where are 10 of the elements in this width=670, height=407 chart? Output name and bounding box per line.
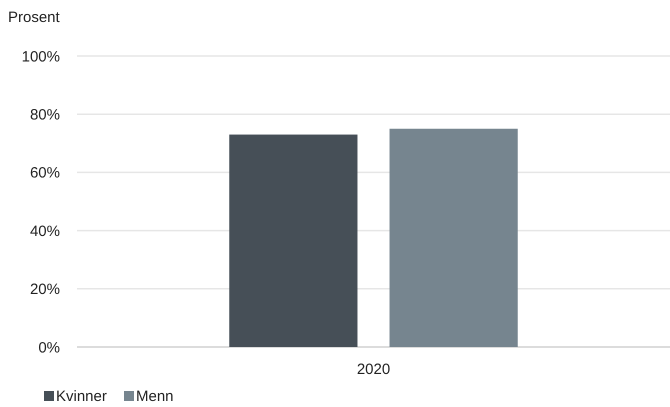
y-tick-label: 0% bbox=[38, 339, 60, 356]
legend-label: Menn bbox=[136, 388, 174, 405]
y-tick-label: 40% bbox=[30, 222, 60, 240]
y-tick-label: 20% bbox=[30, 281, 60, 298]
y-tick-label: 60% bbox=[30, 164, 60, 182]
y-tick-label: 80% bbox=[30, 106, 60, 124]
y-tick-label: 100% bbox=[22, 48, 60, 66]
y-axis-title: Prosent bbox=[8, 9, 61, 26]
x-tick-label: 2020 bbox=[356, 361, 390, 378]
legend-label: Kvinner bbox=[56, 388, 107, 405]
